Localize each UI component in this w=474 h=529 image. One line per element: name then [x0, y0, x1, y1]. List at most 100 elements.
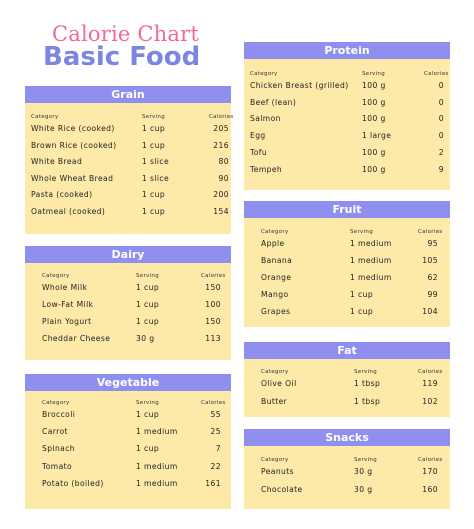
dairy-item-calories: 150 — [205, 283, 221, 292]
vegetable-section-title: Vegetable — [25, 374, 231, 391]
column-header-calories: Calories — [201, 273, 226, 279]
dairy-item-serving: 30 g — [136, 334, 155, 343]
fruit-item-serving: 1 medium — [350, 256, 392, 265]
column-header-serving: Serving — [350, 229, 373, 235]
dairy-item-name: Plain Yogurt — [42, 317, 92, 326]
dairy-item-calories: 150 — [205, 317, 221, 326]
dairy-item-serving: 1 cup — [136, 283, 160, 292]
fruit-item-name: Orange — [261, 273, 292, 282]
snacks-item-serving: 30 g — [354, 467, 373, 476]
vegetable-item-calories: 55 — [210, 410, 221, 419]
snacks-item-calories: 170 — [422, 467, 438, 476]
vegetable-item-name: Spinach — [42, 444, 76, 454]
column-header-category: Category — [261, 369, 289, 375]
dairy-item-calories: 100 — [205, 300, 221, 309]
dairy-item-serving: 1 cup — [136, 300, 160, 309]
fruit-item-calories: 99 — [427, 290, 438, 299]
protein-item-serving: 100 g — [362, 114, 386, 124]
vegetable-item-serving: 1 medium — [136, 427, 178, 437]
fruit-item-serving: 1 medium — [350, 273, 392, 282]
snacks-item-serving: 30 g — [354, 485, 373, 494]
column-header-calories: Calories — [209, 114, 234, 120]
dairy-item-name: Low-Fat Milk — [42, 300, 94, 309]
fruit-item-name: Apple — [261, 239, 285, 248]
column-header-serving: Serving — [362, 71, 385, 77]
grain-item-calories: 216 — [213, 140, 229, 150]
vegetable-item-serving: 1 medium — [136, 461, 178, 471]
fat-item-serving: 1 tbsp — [354, 397, 381, 406]
column-header-category: Category — [31, 114, 59, 120]
fat-item-calories: 102 — [422, 397, 438, 406]
vegetable-item-serving: 1 cup — [136, 444, 160, 454]
vegetable-item-serving: 1 medium — [136, 478, 178, 488]
fat-item-calories: 119 — [422, 379, 438, 388]
vegetable-item-calories: 22 — [210, 461, 221, 471]
column-header-serving: Serving — [142, 114, 165, 120]
vegetable-item-calories: 7 — [215, 444, 221, 454]
protein-item-calories: 0 — [438, 97, 444, 107]
column-header-calories: Calories — [418, 369, 443, 375]
column-header-serving: Serving — [354, 457, 377, 463]
dairy-item-name: Cheddar Cheese — [42, 334, 111, 343]
dairy-section-title: Dairy — [25, 246, 231, 263]
grain-item-serving: 1 slice — [142, 157, 170, 166]
snacks-item-name: Peanuts — [261, 467, 294, 476]
chart-title: Calorie Chart — [52, 22, 199, 46]
fruit-item-name: Grapes — [261, 307, 291, 316]
dairy-item-name: Whole Milk — [42, 283, 88, 292]
protein-item-serving: 100 g — [362, 147, 386, 157]
protein-item-serving: 100 g — [362, 81, 386, 90]
fruit-item-name: Banana — [261, 256, 293, 265]
protein-item-name: Tofu — [250, 147, 268, 157]
protein-item-calories: 0 — [438, 81, 444, 90]
grain-item-calories: 154 — [213, 206, 229, 216]
fruit-item-calories: 62 — [427, 273, 438, 282]
column-header-category: Category — [261, 457, 289, 463]
protein-item-calories: 0 — [438, 114, 444, 124]
grain-item-name: White Rice (cooked) — [31, 124, 115, 133]
column-header-serving: Serving — [136, 273, 159, 279]
protein-item-name: Salmon — [250, 114, 281, 124]
fat-item-serving: 1 tbsp — [354, 379, 381, 388]
column-header-category: Category — [42, 273, 70, 279]
column-header-calories: Calories — [201, 400, 226, 406]
protein-item-name: Egg — [250, 131, 266, 141]
grain-item-name: Oatmeal (cooked) — [31, 206, 106, 216]
protein-item-serving: 1 large — [362, 131, 392, 141]
protein-item-name: Chicken Breast (grilled) — [250, 81, 349, 90]
protein-card: Protein Category Serving Calories Chicken Br… — [244, 42, 450, 190]
grain-item-name: Brown Rice (cooked) — [31, 140, 117, 150]
grain-item-serving: 1 slice — [142, 173, 170, 183]
grain-item-serving: 1 cup — [142, 140, 166, 150]
protein-item-calories: 9 — [438, 164, 444, 174]
snacks-section-title: Snacks — [244, 429, 450, 446]
column-header-calories: Calories — [424, 71, 449, 77]
fruit-item-serving: 1 cup — [350, 307, 374, 316]
column-header-calories: Calories — [418, 229, 443, 235]
fat-item-name: Butter — [261, 397, 288, 406]
grain-item-calories: 200 — [213, 190, 229, 199]
column-header-category: Category — [42, 400, 70, 406]
grain-card: Grain Category Serving Calories White Rice (… — [25, 86, 234, 234]
grain-item-calories: 205 — [213, 124, 229, 133]
protein-item-name: Beef (lean) — [250, 97, 297, 107]
vegetable-item-serving: 1 cup — [136, 410, 160, 419]
grain-item-name: Whole Wheat Bread — [31, 173, 114, 183]
grain-item-name: Pasta (cooked) — [31, 190, 93, 199]
vegetable-item-calories: 161 — [205, 478, 221, 488]
fruit-item-serving: 1 cup — [350, 290, 374, 299]
snacks-item-name: Chocolate — [261, 485, 303, 494]
vegetable-item-name: Broccoli — [42, 410, 76, 419]
snacks-card: Snacks Category Serving Calories Peanuts 30 g… — [244, 429, 450, 509]
protein-item-name: Tempeh — [250, 164, 283, 174]
grain-item-serving: 1 cup — [142, 124, 166, 133]
column-header-category: Category — [261, 229, 289, 235]
vegetable-item-name: Potato (boiled) — [42, 478, 104, 488]
protein-item-calories: 2 — [438, 147, 444, 157]
grain-section-title: Grain — [25, 86, 231, 103]
grain-item-calories: 80 — [218, 157, 229, 166]
grain-item-serving: 1 cup — [142, 190, 166, 199]
fat-section-title: Fat — [244, 342, 450, 359]
fruit-item-calories: 95 — [427, 239, 438, 248]
column-header-calories: Calories — [418, 457, 443, 463]
